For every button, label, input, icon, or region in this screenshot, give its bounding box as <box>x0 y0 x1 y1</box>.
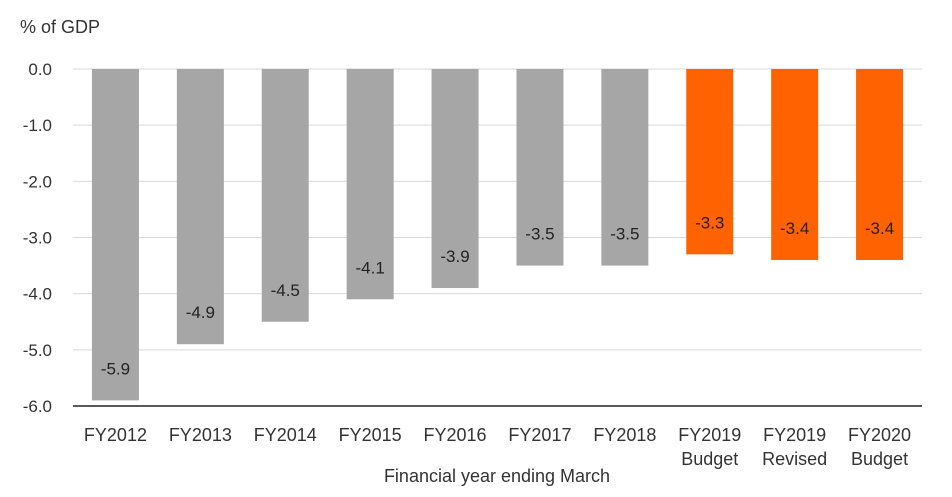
y-tick-label: 0.0 <box>28 60 52 79</box>
x-tick-label: Budget <box>681 449 738 469</box>
bar <box>261 69 309 322</box>
x-tick-label: FY2016 <box>424 425 487 445</box>
value-labels: -5.9 -4.9 -4.5 -4.1 -3.9 -3.5 -3.5 -3.3 -3.4 -3.4 <box>101 213 894 378</box>
bar <box>601 69 649 266</box>
x-tick-label: Budget <box>851 449 908 469</box>
value-label: -3.3 <box>695 213 724 232</box>
bars <box>91 69 904 401</box>
bar <box>176 69 224 345</box>
value-label: -3.4 <box>865 219 894 238</box>
bar <box>771 69 819 260</box>
y-tick-label: -2.0 <box>23 172 52 191</box>
bar <box>856 69 904 260</box>
value-label: -4.9 <box>186 303 215 322</box>
value-label: -3.9 <box>440 247 469 266</box>
y-tick-label: -3.0 <box>23 229 52 248</box>
x-axis-title: Financial year ending March <box>384 466 610 486</box>
value-label: -3.5 <box>525 225 554 244</box>
x-tick-label: FY2020 <box>848 425 911 445</box>
x-tick-label: FY2018 <box>593 425 656 445</box>
bar <box>431 69 479 289</box>
value-label: -4.5 <box>271 281 300 300</box>
y-tick-label: -4.0 <box>23 285 52 304</box>
y-tick-label: -5.0 <box>23 341 52 360</box>
bar <box>346 69 394 300</box>
value-label: -5.9 <box>101 359 130 378</box>
y-axis-ticks: 0.0 -1.0 -2.0 -3.0 -4.0 -5.0 -6.0 <box>23 60 52 416</box>
y-tick-label: -6.0 <box>23 397 52 416</box>
x-tick-label: Revised <box>762 449 827 469</box>
bar <box>91 69 139 401</box>
y-axis-title: % of GDP <box>20 17 100 37</box>
x-tick-label: FY2019 <box>763 425 826 445</box>
x-tick-label: FY2017 <box>508 425 571 445</box>
bar <box>516 69 564 266</box>
y-tick-label: -1.0 <box>23 116 52 135</box>
x-tick-label: FY2012 <box>84 425 147 445</box>
x-tick-label: FY2014 <box>254 425 317 445</box>
value-label: -3.4 <box>780 219 809 238</box>
x-tick-label: FY2013 <box>169 425 232 445</box>
x-tick-label: FY2015 <box>339 425 402 445</box>
value-label: -4.1 <box>356 258 385 277</box>
value-label: -3.5 <box>610 225 639 244</box>
x-tick-label: FY2019 <box>678 425 741 445</box>
x-axis-ticks: FY2012 FY2013 FY2014 FY2015 FY2016 FY2017 FY20… <box>84 425 911 469</box>
bar <box>686 69 734 255</box>
